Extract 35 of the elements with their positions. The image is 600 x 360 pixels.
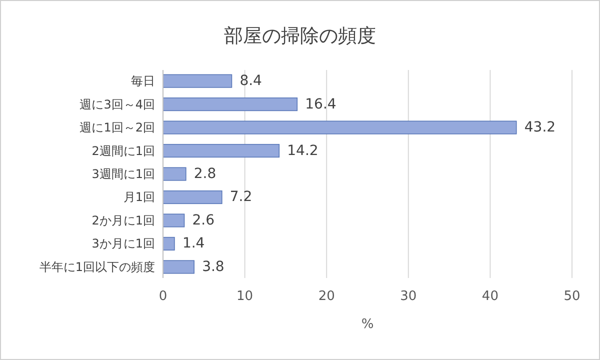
bar xyxy=(162,144,280,158)
x-tick-label: 50 xyxy=(564,289,580,304)
y-tick-label: 半年に1回以下の頻度 xyxy=(39,260,155,274)
data-label: 43.2 xyxy=(524,120,556,136)
bar xyxy=(162,214,185,228)
x-tick-label: 40 xyxy=(482,289,498,304)
x-tick-label: 10 xyxy=(236,289,254,304)
data-label: 8.4 xyxy=(240,73,262,90)
y-tick-label: 週に1回～2回 xyxy=(80,120,155,135)
x-tick-label: 0 xyxy=(158,289,168,304)
bar xyxy=(162,74,232,88)
y-tick-label: 2か月に1回 xyxy=(92,213,155,228)
data-label: 14.2 xyxy=(287,142,318,159)
data-label: 2.8 xyxy=(194,166,216,182)
y-tick-label: 3か月に1回 xyxy=(92,236,155,251)
data-label: 3.8 xyxy=(202,258,224,275)
data-label: 16.4 xyxy=(305,96,336,112)
bar xyxy=(162,120,517,134)
x-axis-title: % xyxy=(361,317,374,332)
bar xyxy=(162,260,194,274)
data-label: 7.2 xyxy=(230,189,252,206)
x-tick-label: 20 xyxy=(318,289,335,304)
y-tick-label: 2週間に1回 xyxy=(92,144,155,158)
y-tick-label: 週に3回～4回 xyxy=(80,97,155,112)
data-label: 2.6 xyxy=(192,212,215,228)
y-tick-label: 月1回 xyxy=(123,190,155,204)
y-tick-label: 3週間に1回 xyxy=(92,167,155,181)
bar xyxy=(162,167,186,181)
bar xyxy=(162,97,298,112)
x-tick-label: 30 xyxy=(400,289,417,304)
data-label: 1.4 xyxy=(182,236,205,252)
y-tick-label: 毎日 xyxy=(131,74,155,88)
chart-title: 部屋の掃除の頻度 xyxy=(224,25,376,47)
bar xyxy=(162,190,222,204)
bar xyxy=(162,236,175,251)
